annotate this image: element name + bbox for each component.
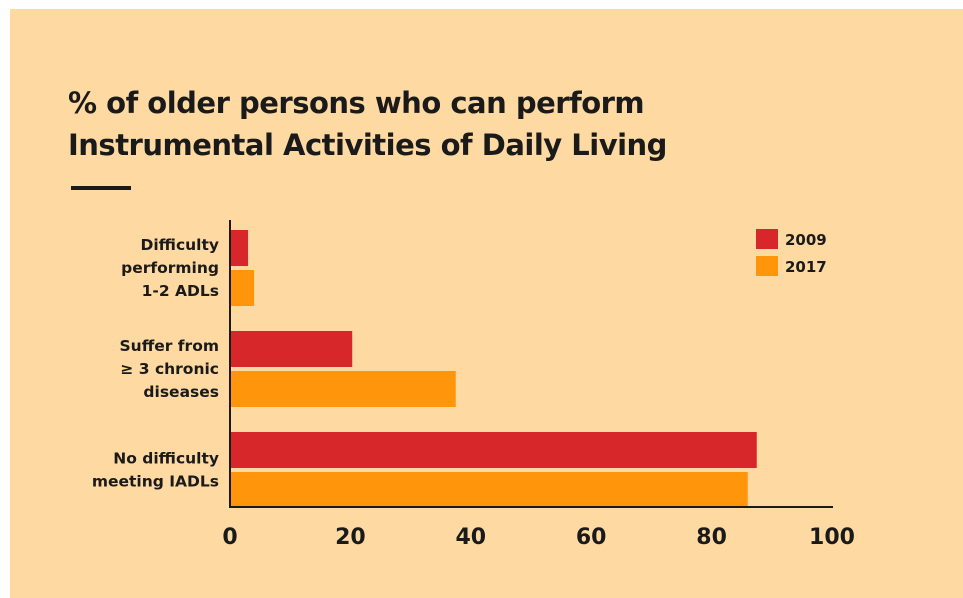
- chart-title: % of older persons who can perform Instr…: [68, 82, 667, 166]
- legend-swatch-2017: [756, 256, 778, 276]
- bar-2017-0: [230, 270, 255, 306]
- bar-2009-1: [230, 331, 353, 367]
- x-tick-label-40: 40: [455, 525, 486, 550]
- category-label-0-line-0: Difficulty: [140, 236, 219, 254]
- legend: 2009 2017: [756, 229, 827, 276]
- category-label-1-line-0: Suffer from: [120, 337, 220, 355]
- legend-label-2009: 2009: [785, 231, 827, 249]
- category-label-0-line-2: 1-2 ADLs: [142, 282, 219, 300]
- legend-swatch-2009: [756, 229, 778, 249]
- x-tick-label-60: 60: [576, 525, 607, 550]
- chart-title-line-2: Instrumental Activities of Daily Living: [68, 128, 667, 162]
- axis-group: [229, 220, 833, 508]
- bar-2017-1: [230, 371, 456, 407]
- x-tick-label-0: 0: [222, 525, 237, 550]
- category-label-0-line-1: performing: [121, 259, 219, 277]
- x-tick-label-20: 20: [335, 525, 366, 550]
- category-label-2-line-1: meeting IADLs: [92, 473, 219, 491]
- legend-label-2017: 2017: [785, 258, 827, 276]
- category-labels: Difficulty performing 1-2 ADLs Suffer from ≥…: [92, 236, 219, 491]
- bar-2017-2: [230, 472, 748, 508]
- bar-2009-0: [230, 230, 249, 266]
- category-label-1-line-1: ≥ 3 chronic: [120, 360, 219, 378]
- x-tick-label-100: 100: [809, 525, 855, 550]
- bar-2009-2: [230, 432, 757, 468]
- title-underline: [71, 186, 131, 190]
- category-label-1-line-2: diseases: [143, 383, 219, 401]
- x-tick-label-80: 80: [696, 525, 727, 550]
- chart-title-line-1: % of older persons who can perform: [68, 86, 645, 120]
- x-tick-labels: 0 20 40 60 80 100: [222, 525, 855, 550]
- category-label-2-line-0: No difficulty: [113, 450, 219, 468]
- bars-group: [230, 230, 757, 508]
